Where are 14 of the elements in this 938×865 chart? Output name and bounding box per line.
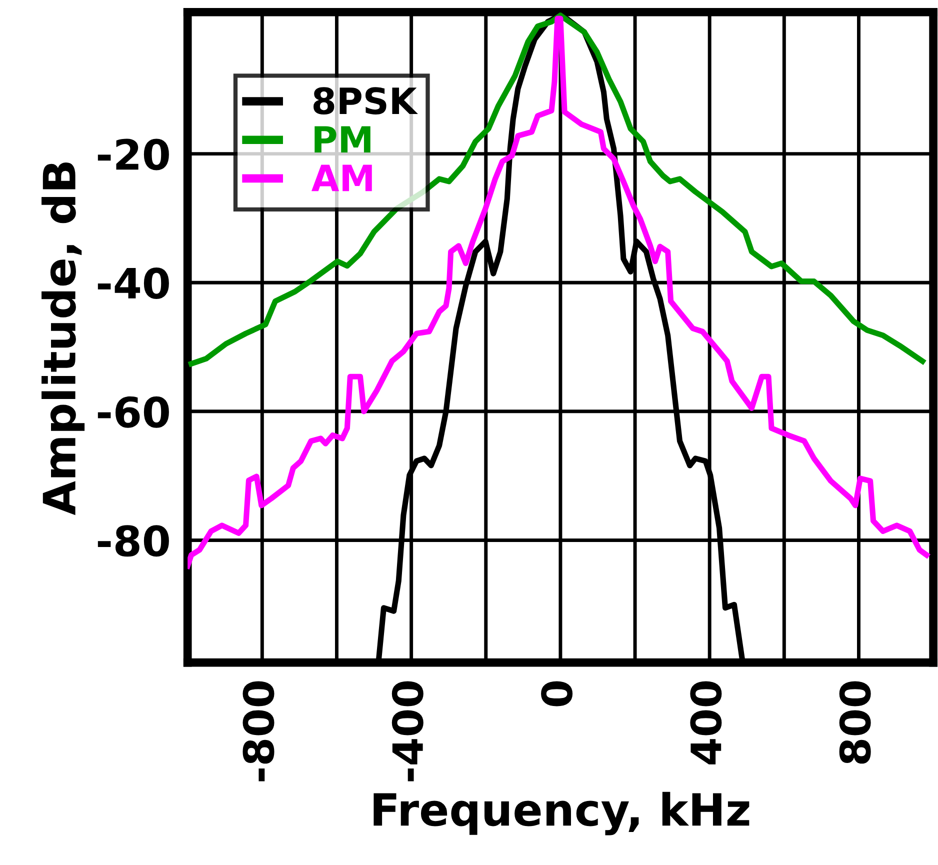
x-tick-label: -400: [392, 681, 424, 782]
y-tick-label: -60: [98, 396, 169, 428]
legend-label: 8PSK: [314, 87, 418, 114]
legend-label: PM: [314, 126, 370, 153]
x-axis-title: Frequency, kHz: [374, 792, 750, 836]
y-tick-label: -20: [98, 138, 169, 170]
legend-label: AM: [311, 164, 372, 192]
x-tick-label: 0: [541, 681, 573, 706]
x-tick-label: 400: [690, 681, 722, 764]
y-axis-title: Amplitude, dB: [42, 162, 85, 516]
y-tick-label: -40: [98, 268, 169, 300]
x-tick-label: -800: [242, 681, 274, 782]
y-tick-label: -80: [98, 525, 169, 557]
x-tick-label: 800: [839, 681, 871, 764]
